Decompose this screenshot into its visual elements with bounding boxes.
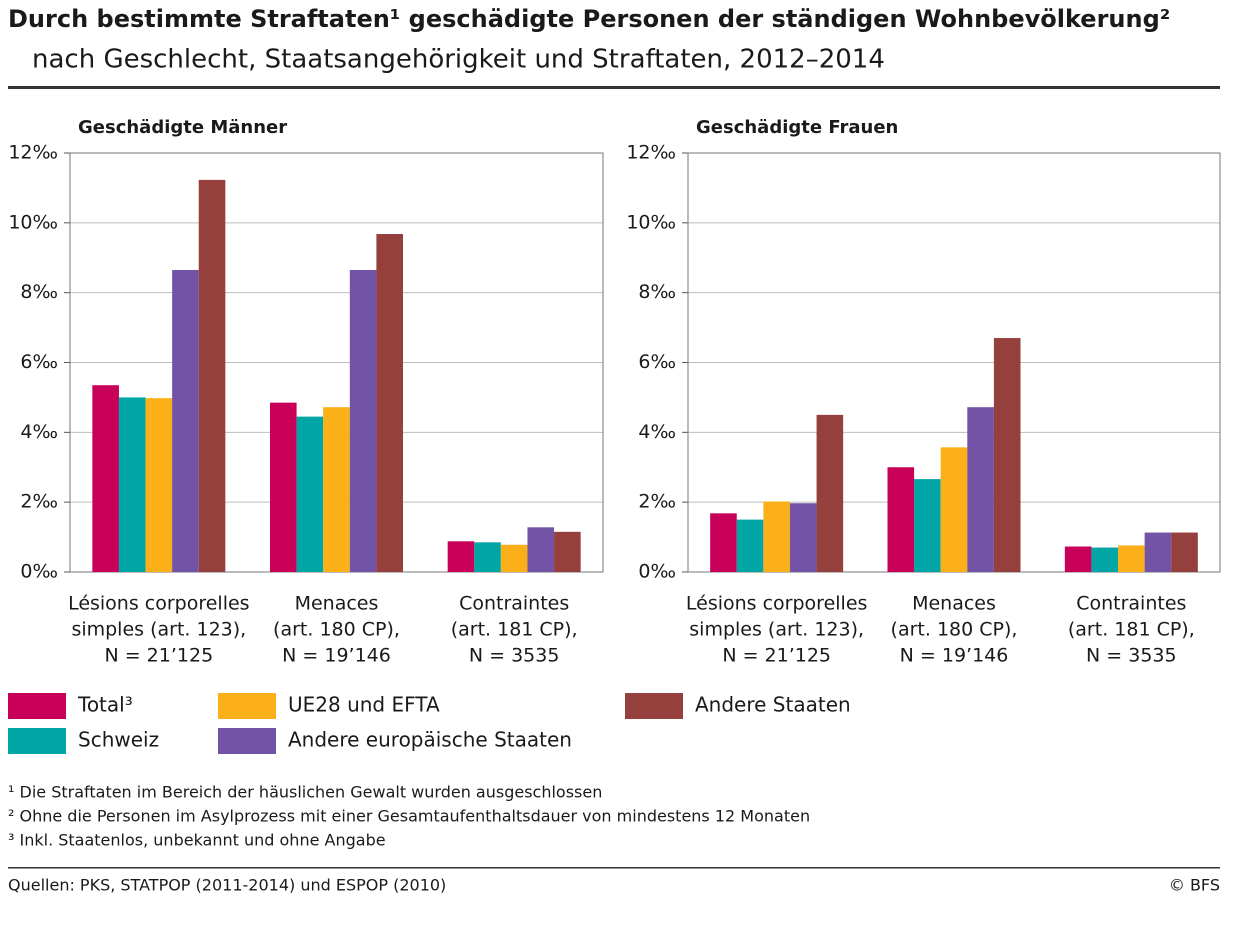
panel-title: Geschädigte Frauen — [696, 117, 898, 138]
title: Durch bestimmte Straftaten¹ geschädigte … — [8, 5, 1170, 33]
legend-swatch — [625, 693, 683, 719]
legend-swatch — [218, 693, 276, 719]
bar — [447, 541, 475, 572]
y-tick-label: 0‰ — [638, 561, 676, 583]
bar — [736, 519, 764, 572]
bar — [967, 407, 994, 572]
bar — [296, 416, 324, 572]
y-tick-label: 6‰ — [20, 351, 58, 373]
y-tick-label: 4‰ — [638, 421, 676, 443]
y-tick-label: 12‰ — [8, 142, 58, 164]
x-tick-label: Lésions corporelles — [686, 593, 868, 615]
bar — [118, 397, 146, 572]
x-tick-label: Contraintes — [1076, 593, 1186, 615]
y-tick-label: 10‰ — [8, 211, 58, 233]
x-tick-label: Menaces — [912, 593, 996, 615]
x-tick-label: N = 21’125 — [104, 645, 213, 667]
bar — [1118, 545, 1145, 572]
legend-label: Total³ — [77, 693, 133, 717]
y-tick-label: 12‰ — [626, 142, 676, 164]
x-tick-label: simples (art. 123), — [71, 619, 246, 641]
x-tick-label: N = 21’125 — [722, 645, 831, 667]
y-tick-label: 2‰ — [20, 491, 58, 513]
legend-label: Schweiz — [78, 728, 159, 752]
subtitle: nach Geschlecht, Staatsangehörigkeit und… — [32, 45, 885, 75]
bar — [500, 544, 528, 572]
legend-swatch — [8, 728, 66, 754]
bar — [145, 398, 173, 572]
bar — [914, 479, 941, 572]
bar — [323, 407, 350, 572]
bar — [270, 402, 297, 572]
bar — [1091, 547, 1119, 572]
x-tick-label: (art. 180 CP), — [273, 619, 400, 641]
legend-label: Andere Staaten — [695, 693, 851, 717]
bar — [172, 269, 199, 572]
y-tick-label: 8‰ — [20, 281, 58, 303]
bar — [816, 414, 844, 572]
rule — [8, 867, 1220, 869]
x-tick-label: Contraintes — [459, 593, 569, 615]
x-tick-label: Lésions corporelles — [68, 593, 250, 615]
x-tick-label: N = 19’146 — [282, 645, 391, 667]
y-tick-label: 4‰ — [20, 421, 58, 443]
y-tick-label: 0‰ — [20, 561, 58, 583]
y-tick-label: 2‰ — [638, 491, 676, 513]
bar — [763, 501, 790, 572]
footnote: ³ Inkl. Staatenlos, unbekannt und ohne A… — [8, 831, 386, 850]
legend-label: UE28 und EFTA — [288, 693, 440, 717]
bar — [198, 179, 226, 572]
x-tick-label: (art. 181 CP), — [1068, 619, 1195, 641]
x-tick-label: N = 3535 — [1086, 645, 1177, 667]
bar — [349, 269, 377, 572]
y-tick-label: 6‰ — [638, 351, 676, 373]
bar — [376, 234, 403, 573]
x-tick-label: simples (art. 123), — [689, 619, 864, 641]
x-tick-label: (art. 180 CP), — [891, 619, 1018, 641]
bar — [710, 513, 737, 572]
x-tick-label: N = 3535 — [469, 645, 560, 667]
bar — [789, 503, 817, 572]
bar — [887, 467, 915, 572]
y-tick-label: 8‰ — [638, 281, 676, 303]
footnote: ¹ Die Straftaten im Bereich der häuslich… — [8, 783, 602, 802]
footnote: ² Ohne die Personen im Asylprozess mit e… — [8, 807, 810, 826]
bar — [1171, 532, 1198, 572]
rule — [8, 86, 1220, 89]
bar — [527, 527, 555, 572]
legend-swatch — [8, 693, 66, 719]
legend-label: Andere europäische Staaten — [288, 728, 572, 752]
panel-title: Geschädigte Männer — [78, 117, 287, 138]
bar — [993, 338, 1021, 572]
x-tick-label: Menaces — [295, 593, 379, 615]
y-tick-label: 10‰ — [626, 211, 676, 233]
bar — [554, 531, 581, 572]
bar — [92, 385, 119, 572]
copyright: © BFS — [1169, 876, 1220, 895]
bar — [940, 447, 968, 572]
bar — [474, 542, 501, 572]
x-tick-label: (art. 181 CP), — [451, 619, 578, 641]
bar — [1064, 546, 1092, 572]
x-tick-label: N = 19’146 — [900, 645, 1009, 667]
legend-swatch — [218, 728, 276, 754]
source: Quellen: PKS, STATPOP (2011-2014) und ES… — [8, 876, 446, 895]
bar — [1144, 532, 1172, 572]
